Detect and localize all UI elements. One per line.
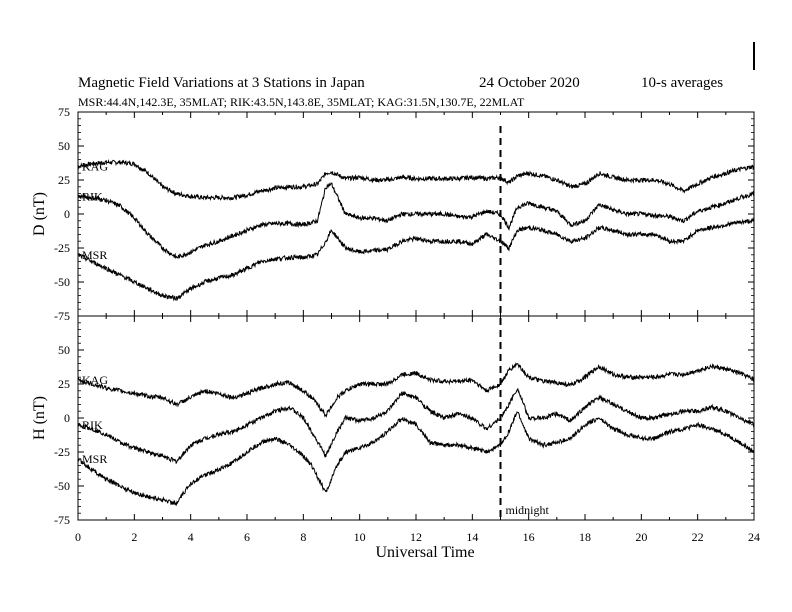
- series-label-msr: MSR: [82, 452, 107, 466]
- y-tick-label: 0: [64, 411, 70, 425]
- chart-title: Magnetic Field Variations at 3 Stations …: [78, 75, 365, 91]
- y-tick-label: -75: [54, 309, 70, 323]
- y-tick-label: -25: [54, 241, 70, 255]
- series-label-rik: RIK: [82, 418, 103, 432]
- y-tick-label: -75: [54, 513, 70, 527]
- series-line-rik-h: [77, 388, 755, 464]
- y-tick-label: -50: [54, 479, 70, 493]
- panels-group: 75 50 25 0 -25 -50 -75 D (nT) KAG RIK MSR 50 25 0 -25 -…: [31, 105, 755, 527]
- chart-date: 24 October 2020: [479, 75, 580, 91]
- x-tick-label: 20: [635, 530, 647, 544]
- station-info: MSR:44.4N,142.3E, 35MLAT; RIK:43.5N,143.…: [78, 95, 525, 109]
- y-tick-label: 50: [58, 139, 70, 153]
- x-tick-label: 2: [131, 530, 137, 544]
- y-tick-label: 25: [58, 173, 70, 187]
- x-tick-label: 24: [748, 530, 760, 544]
- chart-averaging: 10-s averages: [641, 75, 723, 91]
- y-axis-label: H (nT): [31, 396, 48, 440]
- series-label-msr: MSR: [82, 248, 107, 262]
- x-tick-label: 16: [523, 530, 535, 544]
- series-line-msr-h: [77, 411, 755, 507]
- y-tick-label: -25: [54, 445, 70, 459]
- midnight-label: midnight: [506, 503, 550, 517]
- y-tick-label: 0: [64, 207, 70, 221]
- y-axis-label: D (nT): [31, 192, 48, 236]
- x-axis-label: Universal Time: [375, 544, 474, 561]
- series-label-kag: KAG: [82, 373, 108, 387]
- y-tick-label: -50: [54, 275, 70, 289]
- x-tick-label: 22: [692, 530, 704, 544]
- x-tick-label: 4: [188, 530, 194, 544]
- series-label-rik: RIK: [82, 189, 103, 203]
- x-tick-label: 0: [75, 530, 81, 544]
- x-tick-label: 10: [354, 530, 366, 544]
- series-label-kag: KAG: [82, 159, 108, 173]
- x-tick-label: 6: [244, 530, 250, 544]
- series-line-rik-d: [77, 182, 755, 260]
- x-tick-label: 14: [466, 530, 478, 544]
- series-line-kag-d: [77, 158, 755, 201]
- x-tick-label: 18: [579, 530, 591, 544]
- x-tick-label: 8: [300, 530, 306, 544]
- x-tick-label: 12: [410, 530, 422, 544]
- x-axis-ticks: 0 2 4 6 8 10 12 14 16 18 20 22 24: [75, 530, 760, 544]
- series-line-kag-h: [77, 362, 755, 418]
- y-tick-label: 25: [58, 377, 70, 391]
- series-line-msr-d: [77, 217, 755, 302]
- y-tick-label: 75: [58, 105, 70, 119]
- y-tick-label: 50: [58, 343, 70, 357]
